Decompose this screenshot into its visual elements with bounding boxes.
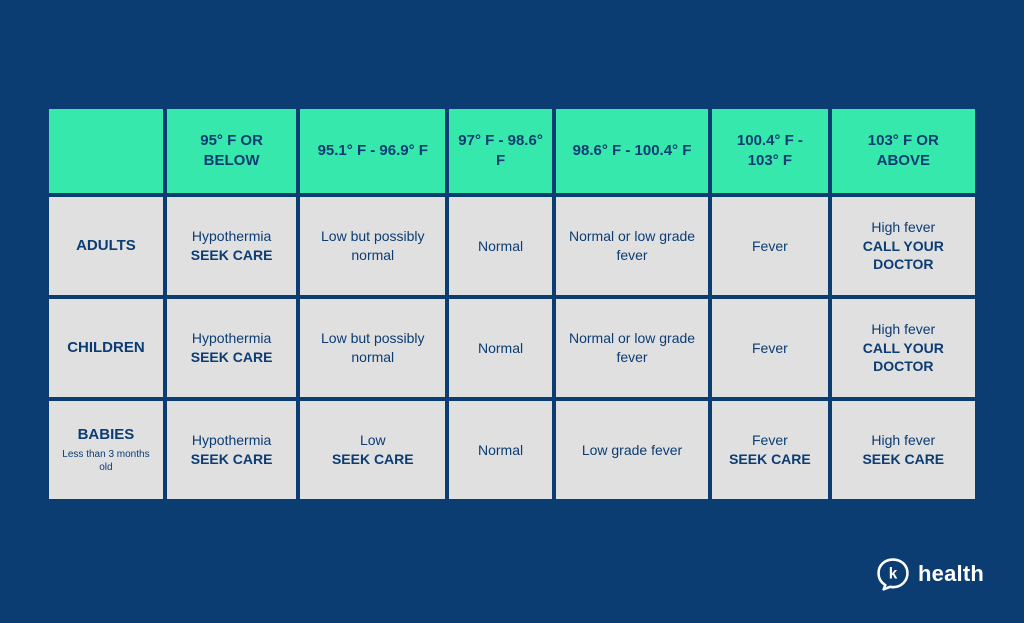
cell: HypothermiaSEEK CARE: [167, 401, 296, 499]
cell: High feverSEEK CARE: [832, 401, 975, 499]
cell: Normal or low grade fever: [556, 299, 708, 397]
table-row: BABIES Less than 3 months old Hypothermi…: [49, 401, 975, 499]
row-label-adults: ADULTS: [49, 197, 163, 295]
logo-text: health: [918, 561, 984, 587]
row-label-text: ADULTS: [76, 237, 136, 254]
cell: Normal: [449, 299, 552, 397]
k-health-logo: k health: [876, 557, 984, 591]
k-health-logo-icon: k: [876, 557, 910, 591]
cell: FeverSEEK CARE: [712, 401, 827, 499]
row-label-text: CHILDREN: [67, 339, 145, 356]
header-col-1: 95° F OR BELOW: [167, 109, 296, 193]
cell: Normal: [449, 197, 552, 295]
cell: HypothermiaSEEK CARE: [167, 299, 296, 397]
cell: High feverCALL YOUR DOCTOR: [832, 299, 975, 397]
cell: Low but possibly normal: [300, 299, 445, 397]
header-col-2: 95.1° F - 96.9° F: [300, 109, 445, 193]
cell: HypothermiaSEEK CARE: [167, 197, 296, 295]
cell: Fever: [712, 197, 827, 295]
cell: LowSEEK CARE: [300, 401, 445, 499]
header-col-3: 97° F - 98.6° F: [449, 109, 552, 193]
svg-text:k: k: [889, 565, 898, 582]
cell: High feverCALL YOUR DOCTOR: [832, 197, 975, 295]
row-sublabel: Less than 3 months old: [57, 448, 155, 475]
temperature-guidance-table: 95° F OR BELOW 95.1° F - 96.9° F 97° F -…: [45, 105, 979, 503]
header-col-5: 100.4° F - 103° F: [712, 109, 827, 193]
cell: Normal or low grade fever: [556, 197, 708, 295]
header-col-4: 98.6° F - 100.4° F: [556, 109, 708, 193]
row-label-babies: BABIES Less than 3 months old: [49, 401, 163, 499]
header-empty: [49, 109, 163, 193]
table-row: CHILDREN HypothermiaSEEK CARE Low but po…: [49, 299, 975, 397]
row-label-text: BABIES: [78, 426, 135, 443]
table-row: ADULTS HypothermiaSEEK CARE Low but poss…: [49, 197, 975, 295]
cell: Normal: [449, 401, 552, 499]
cell: Low grade fever: [556, 401, 708, 499]
row-label-children: CHILDREN: [49, 299, 163, 397]
cell: Low but possibly normal: [300, 197, 445, 295]
cell: Fever: [712, 299, 827, 397]
header-col-6: 103° F OR ABOVE: [832, 109, 975, 193]
fever-temperature-table: 95° F OR BELOW 95.1° F - 96.9° F 97° F -…: [45, 105, 979, 503]
